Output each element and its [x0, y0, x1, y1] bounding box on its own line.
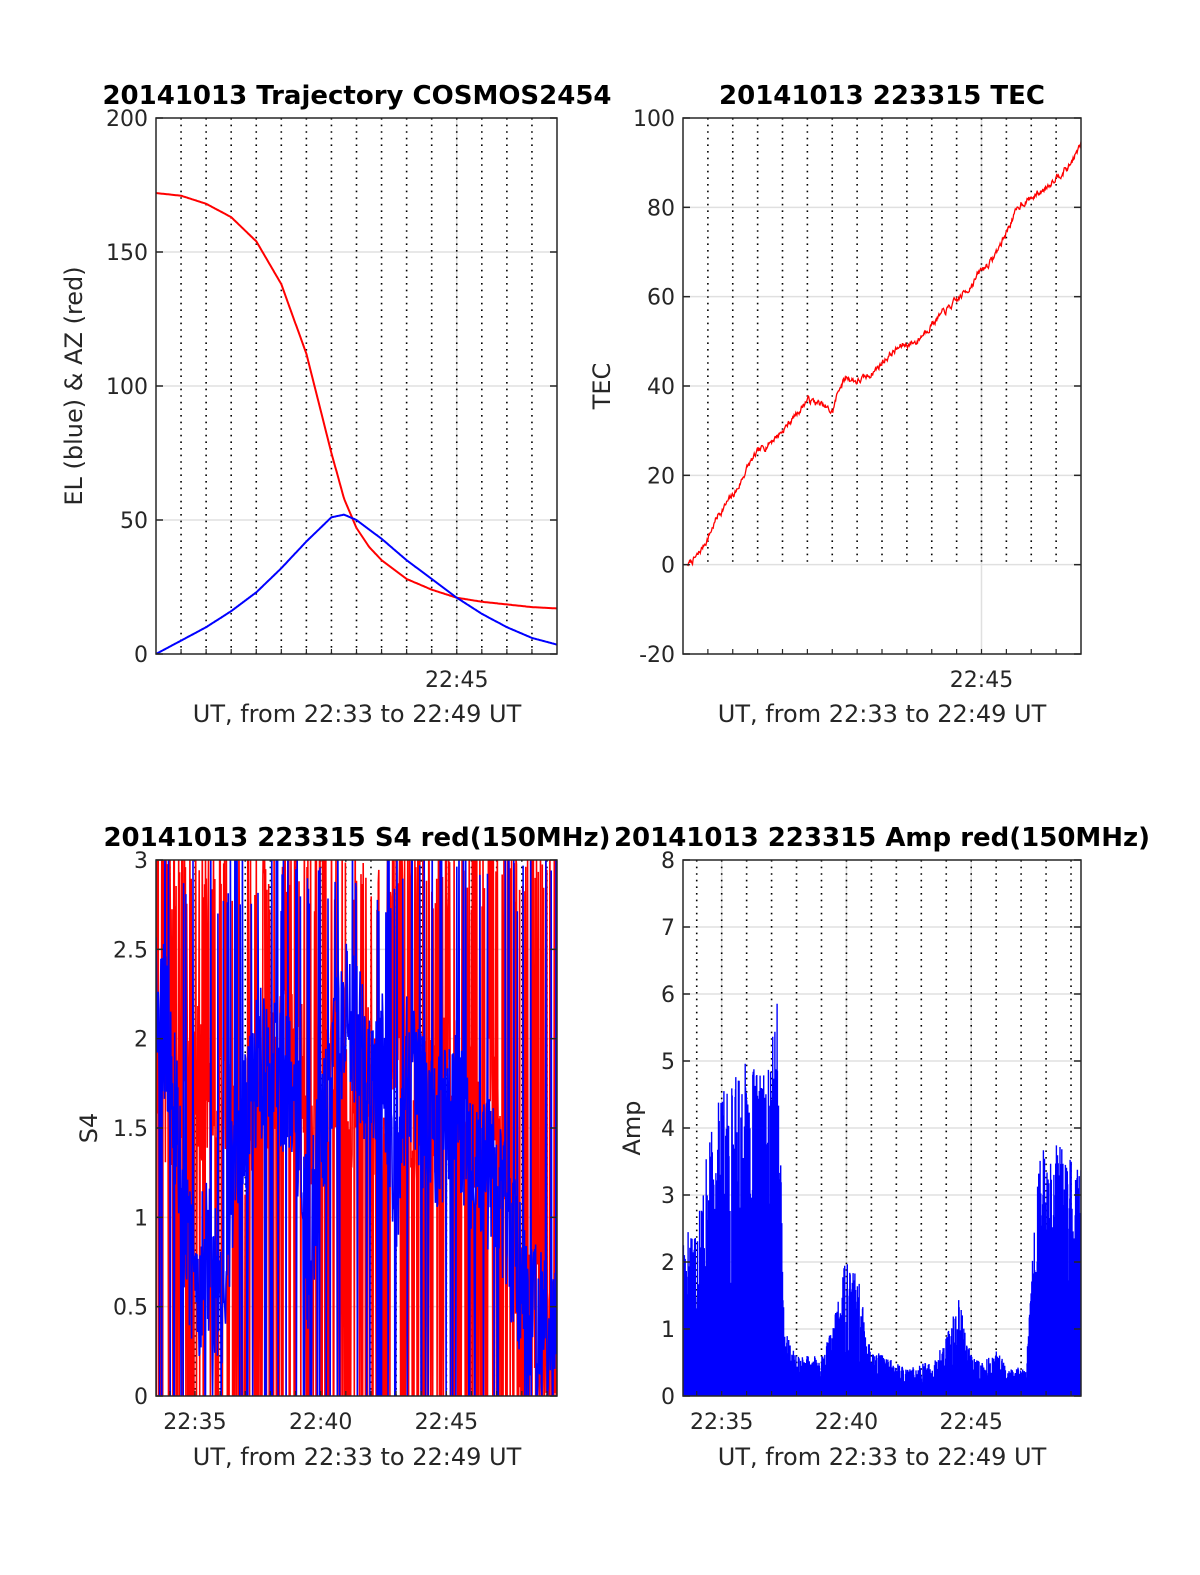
trajectory-x-tick-label: 22:45	[425, 668, 488, 693]
tec-y-tick-label: 80	[647, 196, 675, 221]
s4-y-tick-label: 3	[134, 849, 148, 874]
tec-y-tick-label: 100	[633, 107, 675, 132]
trajectory-y-tick-label: 0	[134, 643, 148, 668]
tec-y-axis-label: TEC	[588, 363, 616, 411]
amp-y-tick-label: 6	[661, 983, 675, 1008]
s4-x-tick-label: 22:35	[163, 1410, 226, 1435]
tec-title: 20141013 223315 TEC	[719, 81, 1045, 111]
amp-y-tick-label: 1	[661, 1318, 675, 1343]
s4-x-tick-label: 22:40	[289, 1410, 352, 1435]
amp-title: 20141013 223315 Amp red(150MHz)	[614, 823, 1150, 853]
tec-y-tick-label: 60	[647, 286, 675, 311]
s4-chart: 20141013 223315 S4 red(150MHz) UT, from …	[75, 823, 611, 1471]
amp-chart: 20141013 223315 Amp red(150MHz) UT, from…	[614, 823, 1150, 1471]
trajectory-series-line	[156, 513, 557, 654]
s4-x-axis-label: UT, from 22:33 to 22:49 UT	[193, 1443, 522, 1471]
tec-series-line	[687, 141, 1081, 567]
amp-y-tick-label: 7	[661, 916, 675, 941]
amp-x-tick-label: 22:45	[940, 1410, 1003, 1435]
amp-y-tick-label: 5	[661, 1050, 675, 1075]
trajectory-x-axis-label: UT, from 22:33 to 22:49 UT	[193, 700, 522, 728]
tec-y-tick-label: -20	[639, 643, 675, 668]
amp-y-tick-label: 2	[661, 1251, 675, 1276]
trajectory-y-tick-label: 150	[106, 241, 148, 266]
amp-x-tick-label: 22:35	[690, 1410, 753, 1435]
amp-y-tick-label: 0	[661, 1385, 675, 1410]
amp-x-axis-label: UT, from 22:33 to 22:49 UT	[718, 1443, 1047, 1471]
amp-y-axis-label: Amp	[618, 1100, 646, 1155]
amp-series-line	[683, 1003, 1081, 1396]
s4-y-tick-label: 2.5	[113, 938, 148, 963]
s4-y-tick-label: 2	[134, 1028, 148, 1053]
amp-y-tick-label: 4	[661, 1117, 675, 1142]
trajectory-chart: 20141013 Trajectory COSMOS2454 UT, from …	[60, 81, 612, 728]
tec-y-tick-label: 20	[647, 464, 675, 489]
tec-x-tick-label: 22:45	[950, 668, 1013, 693]
s4-y-tick-label: 1.5	[113, 1117, 148, 1142]
tec-chart: 20141013 223315 TEC UT, from 22:33 to 22…	[588, 81, 1082, 728]
tec-y-tick-label: 0	[661, 554, 675, 579]
trajectory-y-tick-label: 100	[106, 375, 148, 400]
s4-title: 20141013 223315 S4 red(150MHz)	[103, 823, 610, 853]
trajectory-title: 20141013 Trajectory COSMOS2454	[102, 81, 611, 111]
trajectory-y-tick-label: 50	[120, 509, 148, 534]
tec-y-tick-label: 40	[647, 375, 675, 400]
s4-y-tick-label: 0	[134, 1385, 148, 1410]
s4-x-tick-label: 22:45	[415, 1410, 478, 1435]
trajectory-series-line	[156, 192, 557, 610]
trajectory-y-tick-label: 200	[106, 107, 148, 132]
amp-x-tick-label: 22:40	[815, 1410, 878, 1435]
amp-y-tick-label: 3	[661, 1184, 675, 1209]
s4-y-axis-label: S4	[75, 1113, 103, 1144]
s4-y-tick-label: 0.5	[113, 1296, 148, 1321]
s4-y-tick-label: 1	[134, 1206, 148, 1231]
tec-x-axis-label: UT, from 22:33 to 22:49 UT	[718, 700, 1047, 728]
amp-y-tick-label: 8	[661, 849, 675, 874]
s4-series-line	[156, 860, 557, 1396]
trajectory-y-axis-label: EL (blue) & AZ (red)	[60, 266, 88, 505]
